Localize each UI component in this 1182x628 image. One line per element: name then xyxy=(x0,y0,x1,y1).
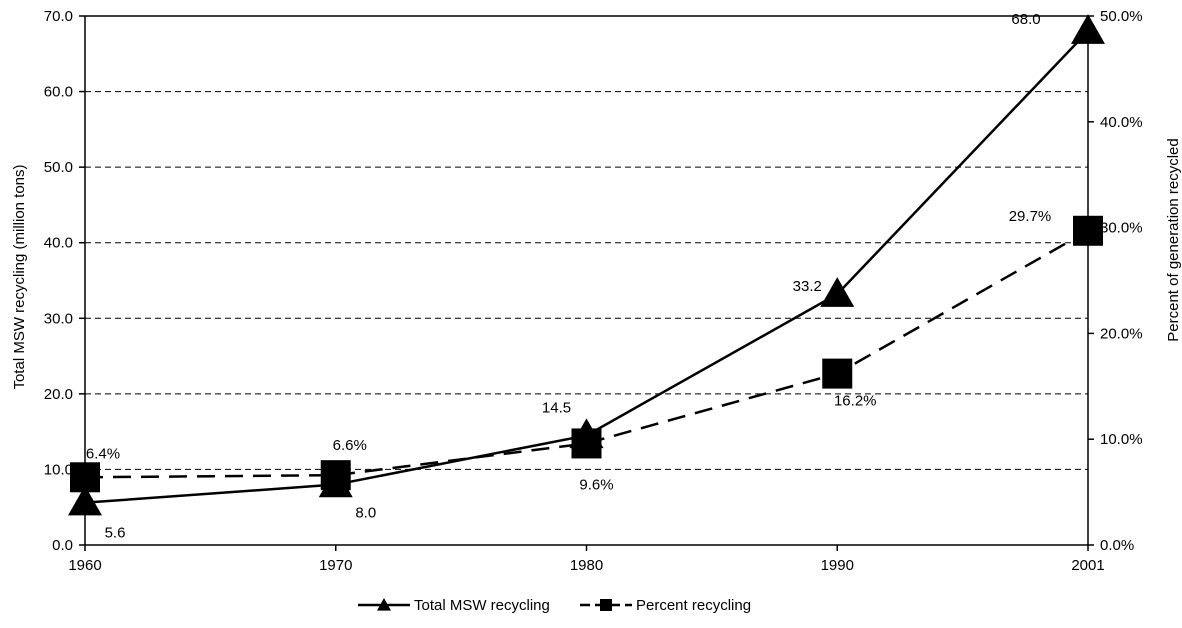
left-tick-label: 60.0 xyxy=(44,84,73,101)
right-tick-label: 10.0% xyxy=(1100,431,1143,448)
triangle-marker xyxy=(820,277,855,307)
data-label: 16.2% xyxy=(834,393,877,410)
right-tick-label: 50.0% xyxy=(1100,8,1143,25)
left-axis-ticks: 0.0 10.0 20.0 30.0 40.0 50.0 60.0 70.0 xyxy=(44,8,85,554)
left-tick-label: 20.0 xyxy=(44,386,73,403)
x-tick-label: 1980 xyxy=(570,557,603,574)
data-label: 29.7% xyxy=(1009,208,1052,225)
legend-item: Total MSW recycling xyxy=(358,597,550,614)
square-marker xyxy=(70,462,100,493)
legend-square-icon xyxy=(600,599,612,611)
axes xyxy=(84,15,1089,546)
right-tick-label: 20.0% xyxy=(1100,325,1143,342)
data-label: 5.6 xyxy=(105,525,126,542)
legend-item: Percent recycling xyxy=(580,597,751,614)
grid-lines xyxy=(85,91,1088,470)
left-tick-label: 30.0 xyxy=(44,310,73,327)
data-label: 68.0 xyxy=(1011,11,1040,28)
x-tick-label: 1970 xyxy=(319,557,352,574)
square-marker xyxy=(822,358,853,389)
left-tick-label: 0.0 xyxy=(52,537,73,554)
data-label: 14.5 xyxy=(542,399,571,416)
right-tick-label: 40.0% xyxy=(1100,114,1143,131)
series-markers xyxy=(68,14,1105,516)
y-axis-title: Total MSW recycling (million tons) xyxy=(11,164,28,389)
data-label: 6.4% xyxy=(86,445,120,462)
data-label: 8.0 xyxy=(355,505,376,522)
legend-label: Total MSW recycling xyxy=(414,597,550,614)
left-tick-label: 10.0 xyxy=(44,461,73,478)
triangle-marker xyxy=(68,485,102,516)
triangle-marker xyxy=(1071,14,1105,44)
left-tick-label: 50.0 xyxy=(44,159,73,176)
x-axis-ticks: 1960 1970 1980 1990 2001 xyxy=(68,545,1105,574)
square-marker xyxy=(1073,215,1103,246)
legend-triangle-icon xyxy=(377,598,391,611)
left-tick-label: 70.0 xyxy=(44,8,73,25)
left-tick-label: 40.0 xyxy=(44,235,73,252)
right-tick-label: 30.0% xyxy=(1100,220,1143,237)
data-label: 33.2 xyxy=(793,278,822,295)
square-marker xyxy=(571,428,602,459)
x-tick-label: 1960 xyxy=(68,557,101,574)
x-tick-label: 1990 xyxy=(821,557,854,574)
x-tick-label: 2001 xyxy=(1071,557,1104,574)
legend-label: Percent recycling xyxy=(636,597,751,614)
y2-axis-title: Percent of generation recycled xyxy=(1165,138,1182,341)
data-label: 6.6% xyxy=(333,437,367,454)
data-labels: 5.6 8.0 14.5 33.2 68.0 6.4% 6.6% 9.6% 16.2% 29.7% xyxy=(86,11,1051,542)
data-label: 9.6% xyxy=(579,476,613,493)
right-tick-label: 0.0% xyxy=(1100,537,1134,554)
square-marker xyxy=(320,460,351,491)
legend: Total MSW recycling Percent recycling xyxy=(358,597,751,614)
right-axis-ticks: 0.0% 10.0% 20.0% 30.0% 40.0% 50.0% xyxy=(1088,8,1143,554)
